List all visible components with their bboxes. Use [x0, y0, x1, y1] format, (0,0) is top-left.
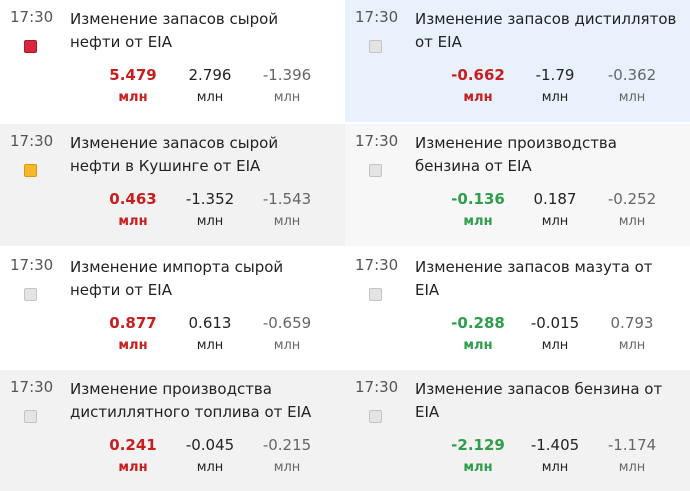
forecast-value: -0.015	[530, 314, 580, 332]
unit-label: млн	[273, 90, 301, 105]
previous-value: -0.362	[607, 66, 657, 84]
unit-label: млн	[273, 460, 301, 475]
unit-label: млн	[196, 338, 224, 353]
actual-value: -0.288	[451, 314, 505, 332]
forecast-value: 0.187	[533, 190, 577, 208]
importance-icon	[24, 410, 37, 423]
event-title: Изменение производства дистиллятного топ…	[70, 380, 312, 421]
unit-label: млн	[118, 90, 148, 105]
unit-label: млн	[618, 460, 646, 475]
event-title: Изменение производства бензина от EIA	[415, 134, 617, 175]
event-time: 17:30	[355, 256, 399, 274]
unit-label: млн	[273, 338, 301, 353]
event-title: Изменение запасов сырой нефти в Кушинге …	[70, 134, 279, 175]
unit-label: млн	[273, 214, 301, 229]
event-time: 17:30	[355, 378, 399, 396]
event-card: 17:30 Изменение запасов бензина от EIA -2.…	[345, 370, 690, 491]
event-time: 17:30	[10, 256, 54, 274]
unit-label: млн	[541, 460, 569, 475]
event-card: 17:30 Изменение запасов дистиллятов от EI…	[345, 0, 690, 122]
actual-value: 0.463	[109, 190, 157, 208]
unit-label: млн	[118, 460, 148, 475]
event-title: Изменение импорта сырой нефти от EIA	[70, 258, 284, 299]
actual-value: 5.479	[109, 66, 157, 84]
actual-value: -0.136	[451, 190, 505, 208]
event-card: 17:30 Изменение запасов сырой нефти в Куш…	[0, 124, 345, 246]
event-card: 17:30 Изменение производства бензина от E…	[345, 124, 690, 246]
event-card: 17:30 Изменение импорта сырой нефти от EI…	[0, 248, 345, 368]
unit-label: млн	[541, 90, 569, 105]
unit-label: млн	[618, 90, 646, 105]
importance-icon	[369, 40, 382, 53]
event-time: 17:30	[355, 8, 399, 26]
previous-value: -1.543	[262, 190, 312, 208]
previous-value: -1.396	[262, 66, 312, 84]
event-time: 17:30	[10, 8, 54, 26]
forecast-value: -1.352	[185, 190, 235, 208]
importance-icon	[24, 164, 37, 177]
forecast-value: -1.405	[530, 436, 580, 454]
event-card: 17:30 Изменение запасов мазута от EIA -0.2…	[345, 248, 690, 368]
unit-label: млн	[196, 90, 224, 105]
actual-value: 0.241	[109, 436, 157, 454]
unit-label: млн	[463, 460, 493, 475]
importance-icon	[24, 40, 37, 53]
unit-label: млн	[196, 460, 224, 475]
unit-label: млн	[196, 214, 224, 229]
event-time: 17:30	[10, 378, 54, 396]
importance-icon	[24, 288, 37, 301]
unit-label: млн	[618, 338, 646, 353]
event-title: Изменение запасов бензина от EIA	[415, 380, 663, 421]
actual-value: 0.877	[109, 314, 157, 332]
event-card: 17:30 Изменение производства дистиллятног…	[0, 370, 345, 491]
column: 17:30 Изменение запасов сырой нефти от EI…	[0, 0, 345, 491]
unit-label: млн	[618, 214, 646, 229]
forecast-value: -1.79	[535, 66, 575, 84]
unit-label: млн	[118, 214, 148, 229]
actual-value: -2.129	[451, 436, 505, 454]
importance-icon	[369, 164, 382, 177]
forecast-value: 0.613	[188, 314, 232, 332]
previous-value: -0.252	[607, 190, 657, 208]
event-title: Изменение запасов сырой нефти от EIA	[70, 10, 279, 51]
event-title: Изменение запасов дистиллятов от EIA	[415, 10, 677, 51]
event-time: 17:30	[10, 132, 54, 150]
event-card: 17:30 Изменение запасов сырой нефти от EI…	[0, 0, 345, 122]
actual-value: -0.662	[451, 66, 505, 84]
previous-value: 0.793	[610, 314, 654, 332]
column: 17:30 Изменение запасов дистиллятов от EI…	[345, 0, 690, 491]
event-time: 17:30	[355, 132, 399, 150]
unit-label: млн	[463, 90, 493, 105]
event-title: Изменение запасов мазута от EIA	[415, 258, 653, 299]
unit-label: млн	[118, 338, 148, 353]
importance-icon	[369, 410, 382, 423]
unit-label: млн	[541, 214, 569, 229]
unit-label: млн	[541, 338, 569, 353]
previous-value: -1.174	[607, 436, 657, 454]
unit-label: млн	[463, 214, 493, 229]
importance-icon	[369, 288, 382, 301]
previous-value: -0.215	[262, 436, 312, 454]
forecast-value: -0.045	[185, 436, 235, 454]
forecast-value: 2.796	[188, 66, 232, 84]
unit-label: млн	[463, 338, 493, 353]
previous-value: -0.659	[262, 314, 312, 332]
